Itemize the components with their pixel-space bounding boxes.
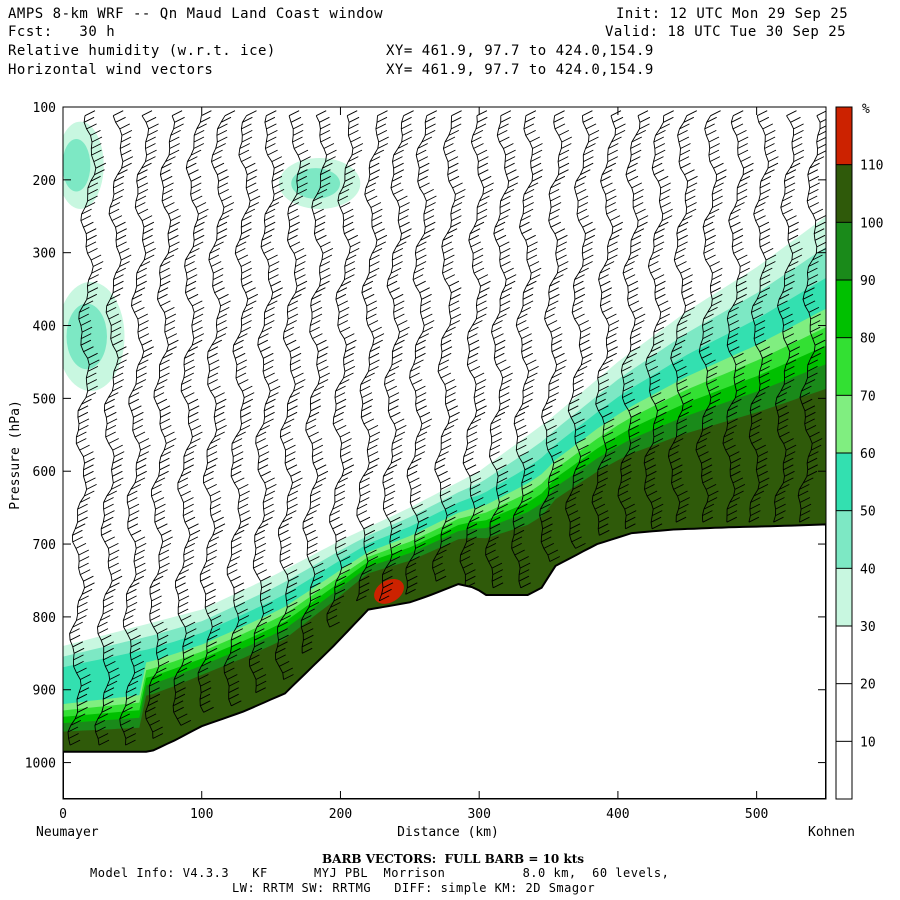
wind-barb-column-17 bbox=[485, 110, 519, 589]
wind-barb-column-27 bbox=[748, 110, 779, 523]
field-name-wind: Horizontal wind vectors bbox=[8, 62, 214, 78]
colorbar-unit: % bbox=[862, 102, 870, 117]
wind-barb-column-11 bbox=[326, 110, 364, 628]
x-tick-label-0: 0 bbox=[59, 807, 67, 822]
colorbar-swatch-5 bbox=[836, 510, 852, 569]
x-tick-label-500: 500 bbox=[745, 807, 768, 822]
colorbar-label-40: 40 bbox=[860, 562, 876, 577]
x-end-label: Kohnen bbox=[808, 825, 855, 840]
barb-legend: BARB VECTORS: FULL BARB = 10 kts bbox=[322, 852, 585, 866]
y-tick-label-700: 700 bbox=[33, 538, 56, 553]
wind-barb-column-3 bbox=[119, 110, 159, 746]
wind-barb-column-8 bbox=[248, 110, 285, 694]
wind-barb-column-2 bbox=[94, 110, 134, 746]
colorbar-label-30: 30 bbox=[860, 620, 876, 635]
colorbar: 10 20 30 40 50 60 70 80 90 100 110% bbox=[835, 102, 883, 800]
y-tick-label-1000: 1000 bbox=[25, 757, 56, 772]
terrain-surface bbox=[63, 523, 826, 799]
wind-barb-column-25 bbox=[695, 110, 727, 523]
wind-barb-column-26 bbox=[722, 110, 754, 523]
wind-barb-column-16 bbox=[459, 110, 494, 589]
x-tick-label-100: 100 bbox=[190, 807, 213, 822]
colorbar-label-110: 110 bbox=[860, 159, 883, 174]
upper-moist-core-1 bbox=[63, 139, 91, 192]
y-axis-label: Pressure (hPa) bbox=[8, 400, 23, 510]
wind-barb-column-18 bbox=[511, 110, 543, 589]
wind-barb-column-19 bbox=[539, 110, 573, 562]
colorbar-swatch-1 bbox=[836, 741, 852, 799]
wind-barb-column-10 bbox=[300, 110, 337, 654]
wind-barb-column-1 bbox=[67, 110, 107, 746]
wind-barb-column-22 bbox=[617, 110, 651, 530]
colorbar-swatch-11 bbox=[836, 164, 852, 223]
field-name-rh: Relative humidity (w.r.t. ice) bbox=[8, 43, 276, 59]
wind-barb-column-29 bbox=[797, 110, 826, 523]
wind-barb-column-12 bbox=[355, 110, 389, 602]
plot-title: AMPS 8-km WRF -- Qn Maud Land Coast wind… bbox=[8, 6, 384, 22]
y-tick-label-400: 400 bbox=[33, 320, 56, 335]
colorbar-label-60: 60 bbox=[860, 447, 876, 462]
y-tick-label-200: 200 bbox=[33, 174, 56, 189]
x-tick-label-400: 400 bbox=[606, 807, 629, 822]
colorbar-label-20: 20 bbox=[860, 678, 876, 693]
colorbar-swatch-2 bbox=[836, 683, 852, 742]
colorbar-swatch-12 bbox=[836, 107, 852, 165]
wind-barb-column-13 bbox=[378, 110, 414, 602]
y-tick-label-100: 100 bbox=[33, 101, 56, 116]
wind-barb-column-5 bbox=[172, 110, 212, 726]
wind-barb-column-14 bbox=[405, 110, 438, 595]
wind-barb-column-23 bbox=[643, 110, 674, 530]
colorbar-label-10: 10 bbox=[860, 735, 876, 750]
physics-info: LW: RRTM SW: RRTMG DIFF: simple KM: 2D S… bbox=[232, 881, 596, 895]
wind-barb-column-4 bbox=[144, 110, 185, 739]
x-tick-label-300: 300 bbox=[467, 807, 490, 822]
colorbar-label-70: 70 bbox=[860, 389, 876, 404]
colorbar-label-90: 90 bbox=[860, 274, 876, 289]
colorbar-swatch-8 bbox=[836, 337, 852, 396]
x-tick-label-200: 200 bbox=[329, 807, 352, 822]
cross-section-coords-1: XY= 461.9, 97.7 to 424.0,154.9 bbox=[386, 43, 654, 59]
wind-barb-column-21 bbox=[591, 110, 626, 536]
x-start-label: Neumayer bbox=[36, 825, 99, 840]
colorbar-label-100: 100 bbox=[860, 216, 883, 231]
wind-barb-column-6 bbox=[197, 110, 236, 713]
y-tick-label-900: 900 bbox=[33, 684, 56, 699]
wind-barb-column-7 bbox=[223, 110, 261, 707]
y-tick-label-800: 800 bbox=[33, 611, 56, 626]
colorbar-swatch-7 bbox=[836, 395, 852, 453]
init-time: Init: 12 UTC Mon 29 Sep 25 bbox=[616, 6, 849, 22]
plot-frame bbox=[62, 106, 827, 800]
model-info: Model Info: V4.3.3 KF MYJ PBL Morrison 8… bbox=[90, 866, 670, 880]
colorbar-swatch-10 bbox=[836, 222, 852, 280]
upper-moist-core-2 bbox=[66, 303, 107, 370]
colorbar-swatch-4 bbox=[836, 568, 852, 626]
colorbar-label-80: 80 bbox=[860, 332, 876, 347]
rh-max-region bbox=[374, 578, 404, 604]
wind-barb-column-24 bbox=[667, 110, 698, 523]
forecast-hour: Fcst: 30 h bbox=[8, 24, 116, 40]
rh-band-8 bbox=[63, 388, 826, 756]
colorbar-swatch-6 bbox=[836, 453, 852, 511]
y-tick-label-500: 500 bbox=[33, 392, 56, 407]
wind-barb-column-15 bbox=[432, 110, 466, 582]
colorbar-swatch-3 bbox=[836, 626, 852, 684]
colorbar-swatch-9 bbox=[836, 280, 852, 338]
wind-barb-column-28 bbox=[773, 110, 805, 523]
y-tick-label-300: 300 bbox=[33, 247, 56, 262]
colorbar-label-50: 50 bbox=[860, 505, 876, 520]
wind-barb-column-9 bbox=[274, 110, 311, 680]
valid-time: Valid: 18 UTC Tue 30 Sep 25 bbox=[605, 24, 847, 40]
y-tick-label-600: 600 bbox=[33, 465, 56, 480]
cross-section-coords-2: XY= 461.9, 97.7 to 424.0,154.9 bbox=[386, 62, 654, 78]
x-axis-label: Distance (km) bbox=[397, 825, 499, 840]
wind-barb-column-20 bbox=[565, 110, 600, 549]
